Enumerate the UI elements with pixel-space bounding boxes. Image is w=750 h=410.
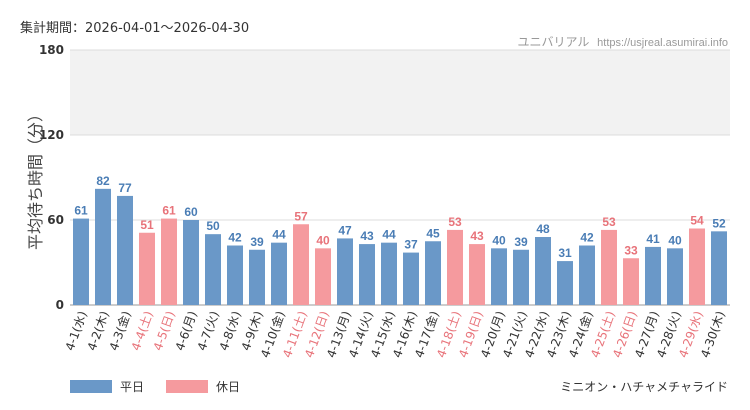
bar: [183, 220, 199, 305]
bar: [95, 188, 111, 305]
data-label: 41: [646, 232, 660, 246]
bar: [447, 229, 463, 305]
bar: [293, 224, 309, 305]
bar: [249, 249, 265, 305]
bar: [227, 245, 243, 305]
data-label: 45: [426, 226, 440, 240]
legend-item-holiday: 休日: [166, 378, 240, 395]
attraction-name: ミニオン・ハチャメチャライド: [560, 380, 728, 394]
data-label: 40: [492, 233, 506, 247]
data-label: 42: [228, 231, 242, 245]
shaded-band: [70, 50, 730, 135]
data-label: 42: [580, 231, 594, 245]
bar: [513, 249, 529, 305]
data-label: 54: [690, 214, 704, 228]
bar: [359, 244, 375, 305]
legend: 平日 休日: [70, 378, 262, 395]
data-label: 44: [272, 228, 286, 242]
bar: [315, 248, 331, 305]
bar: [535, 237, 551, 305]
bar: [161, 218, 177, 305]
data-label: 37: [404, 238, 418, 252]
site-credit: ユニバリアル https://usjreal.asumirai.info: [517, 33, 728, 50]
bar: [403, 252, 419, 305]
site-url: https://usjreal.asumirai.info: [597, 37, 728, 49]
legend-swatch-holiday: [166, 380, 209, 393]
bar: [271, 242, 287, 305]
data-label: 43: [470, 229, 484, 243]
bar: [381, 242, 397, 305]
data-label: 77: [118, 181, 132, 195]
bar: [73, 218, 89, 305]
data-label: 40: [316, 233, 330, 247]
data-label: 53: [448, 215, 462, 229]
data-label: 39: [250, 235, 264, 249]
data-label: 60: [184, 205, 198, 219]
site-name: ユニバリアル: [517, 35, 590, 49]
bar: [623, 258, 639, 305]
data-label: 61: [162, 204, 176, 218]
bar: [139, 232, 155, 305]
legend-label-holiday: 休日: [216, 380, 241, 394]
bar: [205, 234, 221, 305]
y-tick-label: 120: [39, 128, 64, 142]
data-label: 44: [382, 228, 396, 242]
bar: [337, 238, 353, 305]
bar: [579, 245, 595, 305]
bar: [491, 248, 507, 305]
y-tick-label: 180: [39, 43, 64, 57]
data-label: 52: [712, 216, 726, 230]
legend-item-weekday: 平日: [70, 378, 144, 395]
data-label: 57: [294, 209, 308, 223]
y-tick-label: 0: [56, 298, 64, 312]
bar: [667, 248, 683, 305]
bar: [645, 246, 661, 305]
data-label: 43: [360, 229, 374, 243]
data-label: 39: [514, 235, 528, 249]
bar: [117, 195, 133, 305]
data-label: 50: [206, 219, 220, 233]
data-label: 33: [624, 243, 638, 257]
legend-label-weekday: 平日: [120, 380, 145, 394]
bar: [711, 231, 727, 305]
bar: [557, 261, 573, 305]
data-label: 48: [536, 222, 550, 236]
data-label: 31: [558, 246, 572, 260]
data-label: 51: [140, 218, 154, 232]
data-label: 40: [668, 233, 682, 247]
bar: [425, 241, 441, 305]
data-label: 53: [602, 215, 616, 229]
bar: [601, 229, 617, 305]
data-label: 47: [338, 223, 352, 237]
collection-period: 集計期間：2026-04-01～2026-04-30: [20, 21, 250, 36]
y-tick-label: 60: [47, 213, 64, 227]
data-label: 82: [96, 174, 110, 188]
legend-swatch-weekday: [70, 380, 112, 393]
bar: [689, 228, 705, 305]
bar: [469, 244, 485, 305]
data-label: 61: [74, 204, 88, 218]
